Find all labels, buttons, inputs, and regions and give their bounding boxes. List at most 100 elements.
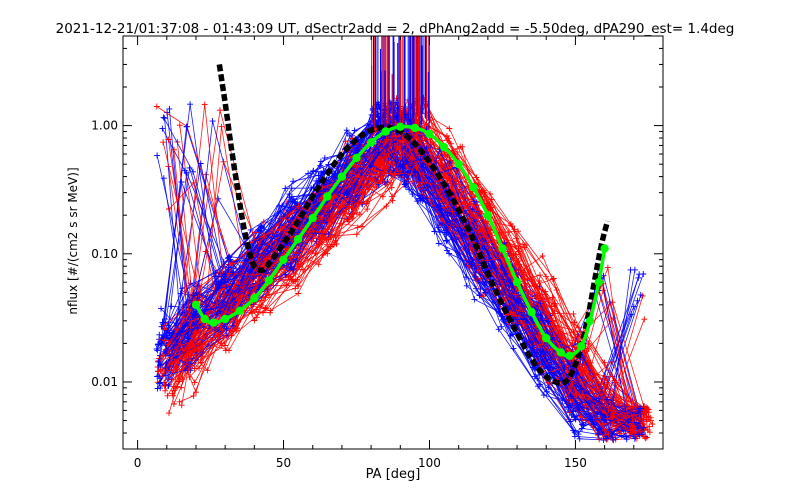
black-fit-curve xyxy=(216,63,611,386)
red-data-point xyxy=(161,383,168,389)
red-data-point xyxy=(570,328,577,335)
blue-data-point xyxy=(538,351,544,358)
blue-data-point xyxy=(290,266,297,273)
red-data-point xyxy=(169,392,176,399)
red-data-point xyxy=(324,241,330,248)
blue-data-point xyxy=(230,296,236,303)
blue-data-point xyxy=(164,109,171,116)
blue-data-point xyxy=(154,373,161,380)
y-axis-label: nflux [#/(cm2 s sr MeV)] xyxy=(66,167,80,314)
red-data-point xyxy=(481,193,488,200)
blue-data-point xyxy=(623,436,630,443)
red-data-point xyxy=(480,293,487,300)
blue-data-point xyxy=(403,158,410,165)
blue-data-point xyxy=(537,300,544,307)
red-data-point xyxy=(178,402,185,409)
red-data-point xyxy=(226,270,233,277)
green-fit-point xyxy=(527,308,536,317)
red-data-point xyxy=(544,310,551,317)
red-data-point xyxy=(383,136,390,143)
red-data-point xyxy=(215,332,222,339)
red-data-point xyxy=(543,273,549,280)
red-data-point xyxy=(512,291,519,298)
blue-data-point xyxy=(446,250,453,257)
blue-data-point xyxy=(321,155,328,162)
red-data-point xyxy=(538,344,545,351)
red-data-point xyxy=(261,233,268,240)
green-fit-point xyxy=(542,333,551,343)
red-data-point xyxy=(641,403,648,410)
red-data-point xyxy=(581,367,588,374)
red-data-point xyxy=(288,276,295,283)
red-data-point xyxy=(188,318,195,324)
red-data-point xyxy=(512,243,519,250)
green-fit-point xyxy=(469,183,478,192)
green-fit-point xyxy=(293,235,303,244)
blue-data-point xyxy=(343,127,350,134)
red-data-point xyxy=(379,177,386,184)
blue-data-point xyxy=(185,335,192,342)
blue-data-point xyxy=(214,309,221,316)
red-data-point xyxy=(612,379,619,386)
red-data-point xyxy=(521,244,528,251)
blue-data-point xyxy=(545,364,552,371)
blue-data-point xyxy=(227,256,234,263)
green-fit-point xyxy=(454,160,463,169)
x-tick-label: 0 xyxy=(134,456,142,470)
blue-data-point xyxy=(637,405,644,412)
blue-data-point xyxy=(636,431,643,438)
red-data-point xyxy=(299,266,306,273)
red-data-point xyxy=(549,310,556,317)
green-fit-point xyxy=(200,314,209,324)
blue-data-point xyxy=(154,152,161,159)
blue-data-point xyxy=(212,273,219,280)
red-data-point xyxy=(537,272,543,279)
green-fit-point xyxy=(366,138,376,147)
x-tick-label: 50 xyxy=(276,456,291,470)
red-data-point xyxy=(477,233,484,240)
green-fit-point xyxy=(308,213,317,223)
red-data-point xyxy=(379,193,386,200)
red-data-point xyxy=(630,426,637,433)
blue-data-point xyxy=(500,276,507,283)
red-data-point xyxy=(520,241,526,248)
red-data-point xyxy=(262,305,269,311)
blue-data-point xyxy=(635,274,642,281)
red-data-point xyxy=(512,251,519,258)
red-data-point xyxy=(220,158,227,165)
blue-data-point xyxy=(565,404,572,411)
red-data-point xyxy=(190,179,197,186)
red-data-point xyxy=(637,427,644,434)
green-fit-point xyxy=(512,278,522,287)
blue-data-point xyxy=(209,118,216,125)
blue-data-point xyxy=(590,421,597,428)
red-data-point xyxy=(445,135,452,142)
blue-data-point xyxy=(610,437,617,444)
green-fit-point xyxy=(191,300,201,309)
blue-data-point xyxy=(406,186,413,193)
blue-data-point xyxy=(166,329,173,336)
red-data-point xyxy=(604,264,611,271)
red-data-point xyxy=(629,422,636,429)
red-data-point xyxy=(201,101,208,108)
red-data-point xyxy=(568,383,574,390)
x-tick-label: 100 xyxy=(418,456,441,470)
red-data-point xyxy=(153,103,160,110)
blue-data-point xyxy=(401,181,408,188)
blue-data-point xyxy=(471,296,478,303)
blue-data-point xyxy=(282,185,289,192)
red-data-point xyxy=(170,387,177,394)
green-fit-point xyxy=(396,122,405,131)
red-data-point xyxy=(610,407,617,414)
blue-data-point xyxy=(194,294,201,301)
red-data-point xyxy=(630,412,637,419)
red-data-point xyxy=(646,423,653,430)
blue-data-point xyxy=(602,435,609,442)
blue-data-point xyxy=(375,149,382,156)
blue-data-point xyxy=(637,291,644,298)
red-data-point xyxy=(160,139,167,146)
green-fit-point xyxy=(221,314,230,324)
red-data-point xyxy=(596,436,603,443)
red-data-point xyxy=(610,315,617,322)
